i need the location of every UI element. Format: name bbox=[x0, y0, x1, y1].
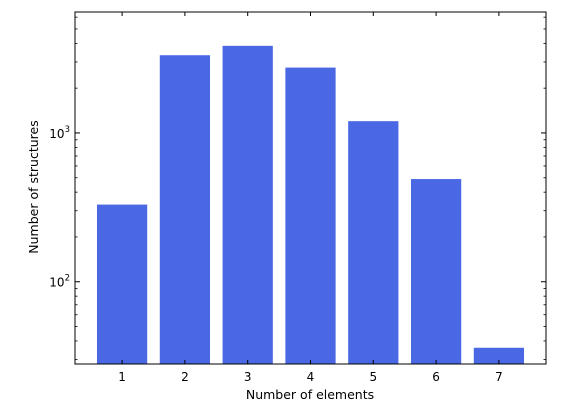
x-tick-label: 5 bbox=[369, 370, 377, 384]
y-axis-label: Number of structures bbox=[26, 120, 41, 253]
bar-2 bbox=[159, 55, 211, 364]
x-tick-label: 3 bbox=[244, 370, 252, 384]
y-tick-label: 102 bbox=[49, 274, 70, 290]
bar-4 bbox=[285, 67, 336, 364]
bar-5 bbox=[348, 121, 399, 364]
bar-1 bbox=[96, 204, 148, 364]
x-tick-label: 1 bbox=[118, 370, 126, 384]
x-tick-label: 7 bbox=[495, 370, 503, 384]
x-tick-label: 2 bbox=[181, 370, 189, 384]
bar-3 bbox=[222, 45, 273, 365]
x-axis-label: Number of elements bbox=[246, 387, 374, 402]
bar-7 bbox=[473, 347, 525, 364]
x-tick-label: 6 bbox=[432, 370, 440, 384]
bar-6 bbox=[410, 179, 462, 364]
bars-layer bbox=[96, 45, 525, 365]
x-tick-label: 4 bbox=[307, 370, 315, 384]
axes-layer: 1 2 3 4 5 6 7 102 103 bbox=[49, 11, 547, 384]
y-tick-label: 103 bbox=[49, 125, 70, 141]
